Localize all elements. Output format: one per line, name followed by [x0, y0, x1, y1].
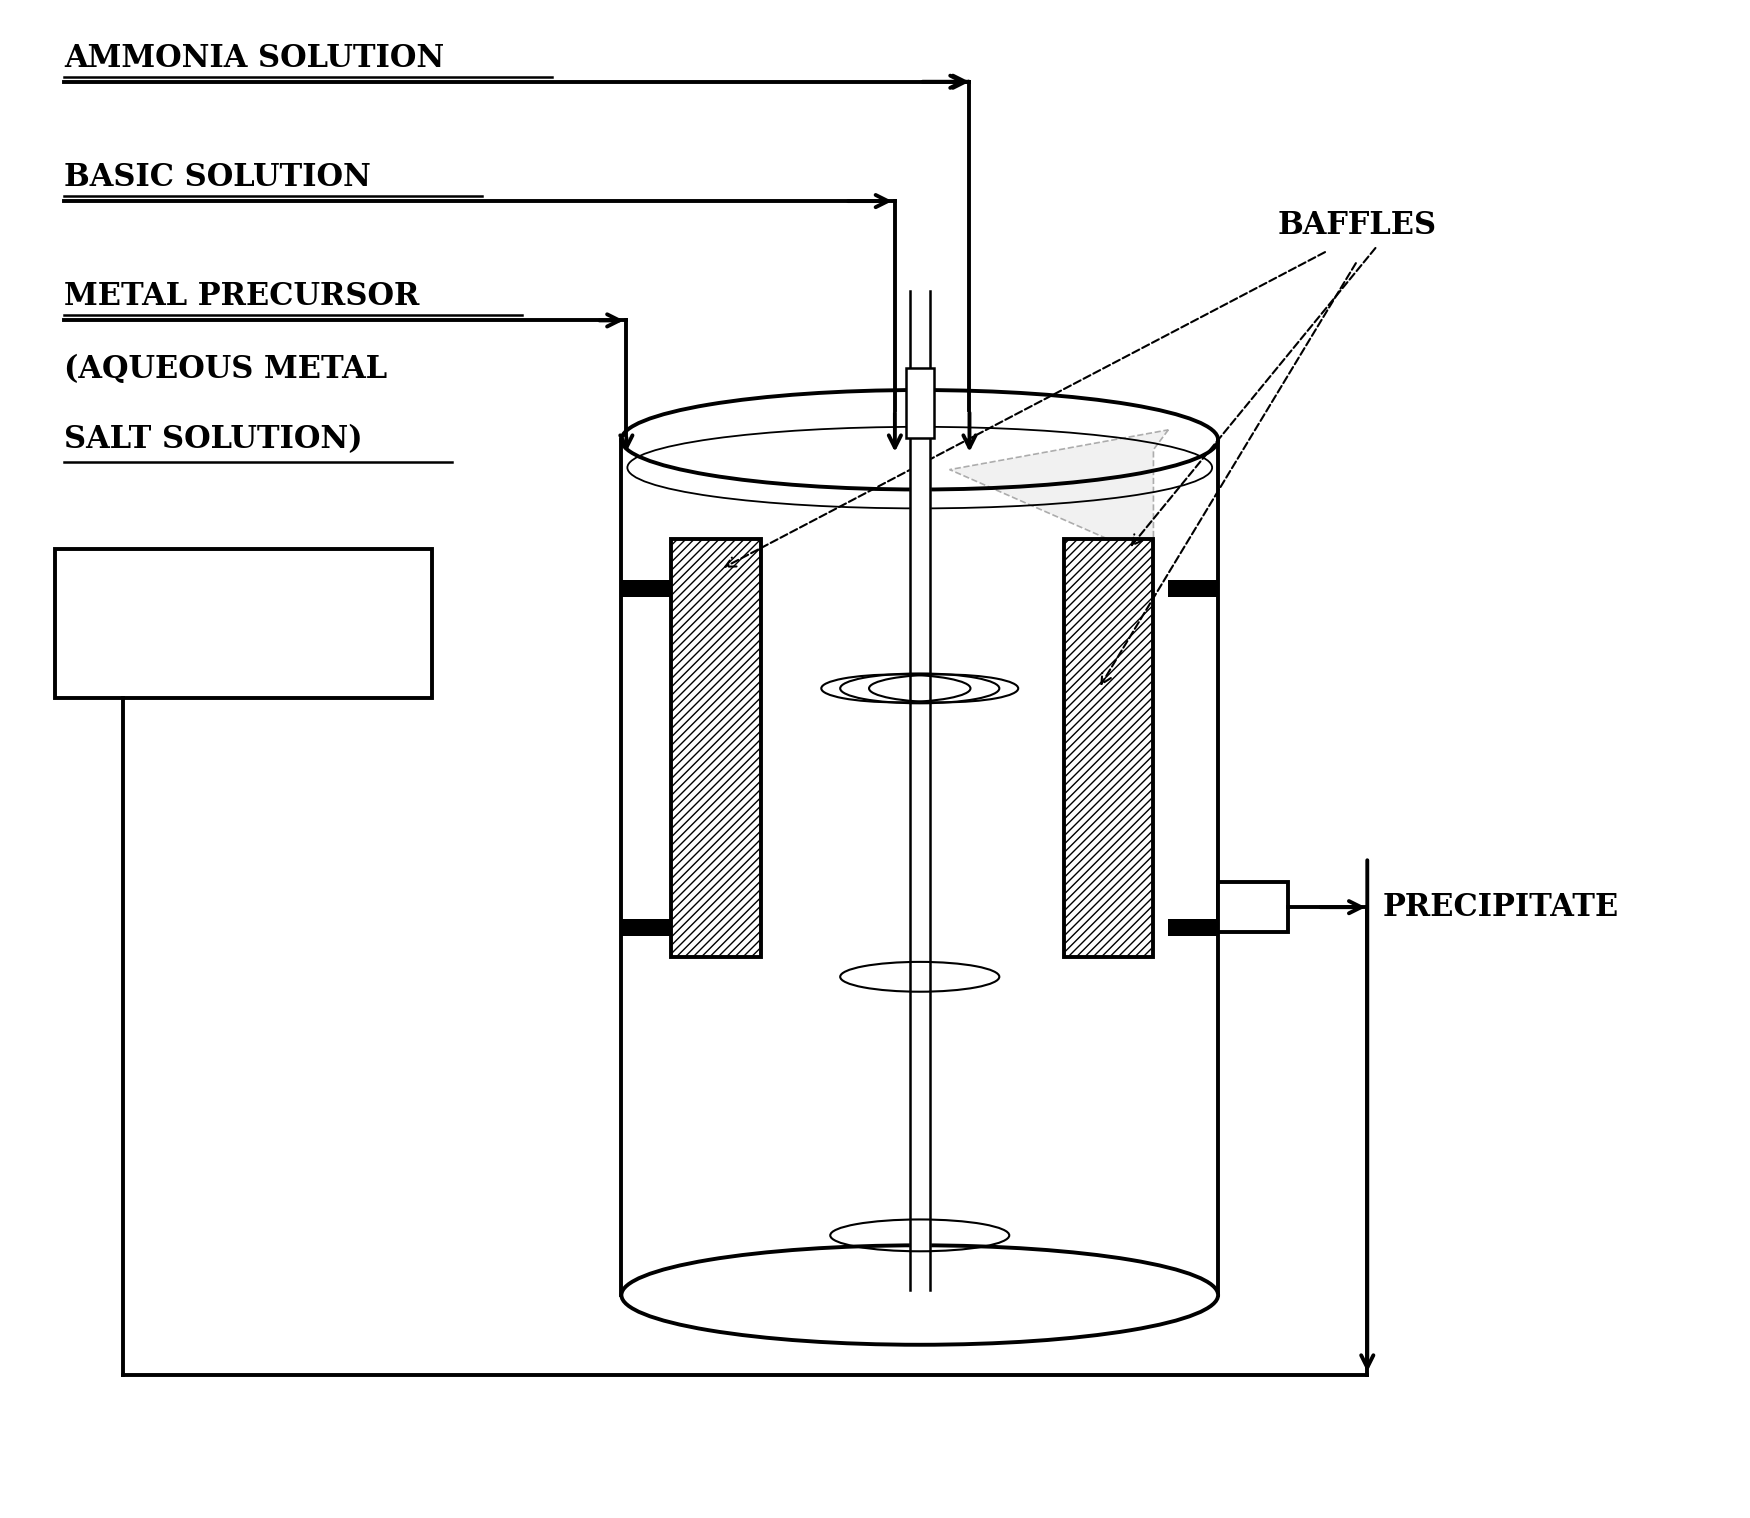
Text: PRECIPITATE: PRECIPITATE	[1382, 891, 1619, 923]
Bar	[672, 539, 761, 956]
Text: BAFFLES: BAFFLES	[1278, 209, 1437, 241]
Bar	[910, 290, 929, 1290]
Ellipse shape	[621, 1245, 1218, 1345]
Text: AMMONIA SOLUTION: AMMONIA SOLUTION	[65, 43, 444, 74]
Bar	[54, 550, 432, 698]
Bar	[621, 918, 672, 935]
Text: SALT SOLUTION): SALT SOLUTION)	[65, 424, 362, 455]
Bar	[1169, 580, 1218, 598]
Bar	[621, 580, 672, 598]
Text: (AQUEOUS METAL: (AQUEOUS METAL	[65, 354, 387, 386]
Bar	[1169, 918, 1218, 935]
Text: METAL PRECURSOR: METAL PRECURSOR	[65, 281, 420, 313]
Text: BASIC SOLUTION: BASIC SOLUTION	[65, 162, 371, 193]
Polygon shape	[950, 430, 1169, 559]
Text: CONTROLLER: CONTROLLER	[121, 609, 366, 639]
Bar	[906, 369, 934, 437]
Bar	[1218, 882, 1288, 932]
Bar	[1064, 539, 1153, 956]
